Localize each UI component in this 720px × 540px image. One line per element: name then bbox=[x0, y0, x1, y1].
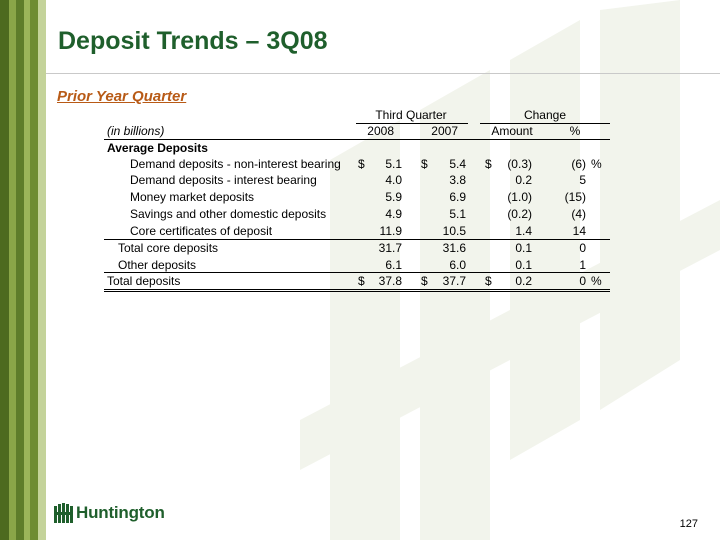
cell-amount: (0.3) bbox=[507, 157, 532, 171]
units-label: (in billions) bbox=[107, 124, 165, 138]
cell-pct: 0 bbox=[579, 274, 586, 288]
header-third-quarter: Third Quarter bbox=[375, 108, 447, 122]
dollar-sign: $ bbox=[485, 274, 492, 288]
cell-2008: 6.1 bbox=[385, 258, 402, 272]
cell-2008: 11.9 bbox=[379, 224, 402, 238]
col-2008: 2008 bbox=[367, 124, 394, 138]
cell-pct: 1 bbox=[579, 258, 586, 272]
dollar-sign: $ bbox=[421, 274, 428, 288]
header-rule bbox=[480, 123, 610, 124]
col-pct: % bbox=[569, 124, 581, 138]
row-label: Savings and other domestic deposits bbox=[130, 207, 327, 221]
header-rule bbox=[356, 123, 468, 124]
col-amount: Amount bbox=[491, 124, 533, 138]
row-label: Other deposits bbox=[118, 258, 197, 272]
title-divider bbox=[46, 73, 720, 74]
total-rule bbox=[104, 272, 610, 273]
cell-2007: 5.1 bbox=[449, 207, 466, 221]
cell-amount: (1.0) bbox=[507, 190, 532, 204]
cell-2008: 5.9 bbox=[385, 190, 402, 204]
stripe bbox=[0, 0, 9, 540]
cell-2008: 31.7 bbox=[378, 241, 402, 255]
cell-2007: 37.7 bbox=[442, 274, 466, 288]
cell-2008: 4.0 bbox=[385, 173, 402, 187]
stripe bbox=[24, 0, 30, 540]
header-bottom-rule bbox=[104, 139, 610, 140]
cell-2007: 3.8 bbox=[449, 173, 466, 187]
cell-pct: (15) bbox=[564, 190, 586, 204]
stripe bbox=[38, 0, 46, 540]
percent-sign: % bbox=[591, 157, 602, 171]
row-label: Demand deposits - interest bearing bbox=[130, 173, 317, 187]
cell-pct: (6) bbox=[571, 157, 586, 171]
dollar-sign: $ bbox=[421, 157, 428, 171]
percent-sign: % bbox=[591, 274, 602, 288]
cell-amount: 0.1 bbox=[515, 241, 532, 255]
row-label: Core certificates of deposit bbox=[130, 224, 273, 238]
cell-pct: 5 bbox=[579, 173, 586, 187]
cell-2007: 31.6 bbox=[442, 241, 466, 255]
cell-pct: (4) bbox=[571, 207, 586, 221]
col-2007: 2007 bbox=[431, 124, 458, 138]
dollar-sign: $ bbox=[358, 274, 365, 288]
subtotal-rule bbox=[104, 239, 610, 240]
section-subtitle: Prior Year Quarter bbox=[57, 88, 187, 105]
cell-2008: 5.1 bbox=[385, 157, 402, 171]
cell-pct: 14 bbox=[572, 224, 586, 238]
cell-2007: 5.4 bbox=[449, 157, 466, 171]
cell-amount: 0.1 bbox=[515, 258, 532, 272]
cell-pct: 0 bbox=[579, 241, 586, 255]
dollar-sign: $ bbox=[485, 157, 492, 171]
stripe bbox=[30, 0, 38, 540]
total-double-rule bbox=[104, 291, 610, 292]
section-label: Average Deposits bbox=[107, 141, 208, 155]
logo-wordmark: Huntington bbox=[76, 503, 165, 522]
page-number: 127 bbox=[679, 518, 698, 530]
row-label: Total core deposits bbox=[118, 241, 219, 255]
cell-2008: 37.8 bbox=[378, 274, 402, 288]
huntington-logo: Huntington bbox=[52, 503, 172, 527]
cell-2007: 10.5 bbox=[442, 224, 466, 238]
huntington-mark-icon bbox=[54, 503, 73, 523]
cell-amount: 0.2 bbox=[515, 274, 532, 288]
cell-amount: (0.2) bbox=[507, 207, 532, 221]
stripe bbox=[16, 0, 24, 540]
cell-2007: 6.9 bbox=[449, 190, 466, 204]
page-title: Deposit Trends – 3Q08 bbox=[58, 27, 328, 55]
row-label: Total deposits bbox=[107, 274, 181, 288]
row-label: Money market deposits bbox=[130, 190, 255, 204]
total-double-rule bbox=[104, 289, 610, 290]
row-label: Demand deposits - non-interest bearing bbox=[130, 157, 341, 171]
cell-2007: 6.0 bbox=[449, 258, 466, 272]
dollar-sign: $ bbox=[358, 157, 365, 171]
cell-amount: 0.2 bbox=[515, 173, 532, 187]
header-change: Change bbox=[523, 108, 567, 122]
cell-amount: 1.4 bbox=[515, 224, 532, 238]
left-stripe-band bbox=[0, 0, 46, 540]
cell-2008: 4.9 bbox=[385, 207, 402, 221]
stripe bbox=[9, 0, 16, 540]
